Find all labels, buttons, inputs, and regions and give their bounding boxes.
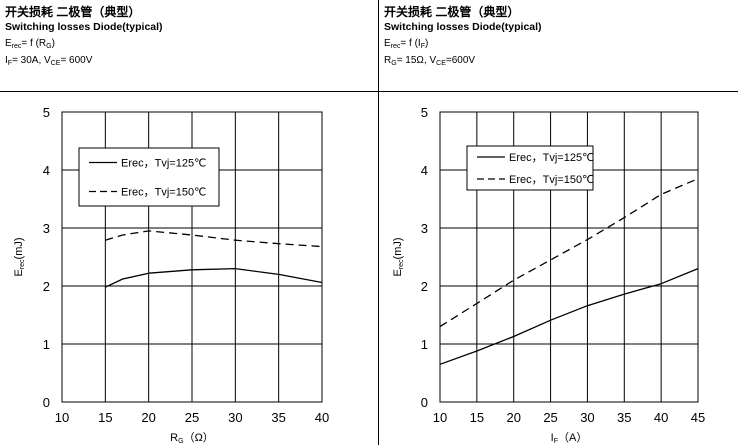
x-tick-label: 30	[580, 410, 594, 425]
y-tick-label: 2	[421, 279, 428, 294]
y-tick-label: 2	[43, 279, 50, 294]
x-tick-label: 45	[691, 410, 705, 425]
legend-label: Erec，Tvj=150℃	[121, 187, 206, 199]
x-axis-label: IF（A）	[551, 431, 588, 445]
legend-label: Erec，Tvj=125℃	[509, 152, 594, 164]
x-tick-label: 10	[433, 410, 447, 425]
y-axis-label: Erec(mJ)	[392, 237, 405, 276]
panel-subtitle: Switching losses Diode(typical)	[384, 21, 542, 33]
x-tick-label: 15	[98, 410, 112, 425]
header-rule	[379, 91, 738, 92]
header-rule	[0, 91, 378, 92]
series-line	[439, 267, 699, 365]
y-tick-label: 5	[43, 105, 50, 120]
plot-frame	[61, 111, 323, 403]
y-tick-label: 3	[421, 221, 428, 236]
x-tick-label: 35	[271, 410, 285, 425]
x-tick-label: 15	[470, 410, 484, 425]
x-tick-label: 20	[506, 410, 520, 425]
y-axis-label: Erec(mJ)	[13, 237, 26, 276]
legend-box	[466, 145, 594, 191]
chart-left: 10 15 20 25 30 35 40 0 1 2 3 4 5 RG（Ω） Erec(mJ) Erec，Tv…	[13, 105, 329, 445]
x-tick-label: 25	[543, 410, 557, 425]
panel-title: 开关损耗 二极管（典型）	[5, 5, 141, 19]
y-tick-label: 0	[43, 395, 50, 410]
x-axis-label: RG（Ω）	[170, 431, 214, 445]
y-tick-label: 5	[421, 105, 428, 120]
formula-line: Erec= f (RG)	[5, 38, 55, 50]
x-tick-label: 40	[654, 410, 668, 425]
legend-label: Erec，Tvj=150℃	[509, 174, 594, 186]
y-tick-label: 1	[421, 337, 428, 352]
y-tick-label: 4	[421, 163, 428, 178]
formula-line: Erec= f (IF)	[384, 38, 429, 50]
panel-divider	[378, 0, 379, 445]
x-tick-label: 20	[141, 410, 155, 425]
chart-panel-right: 开关损耗 二极管（典型） Switching losses Diode(typi…	[379, 0, 738, 445]
x-tick-label: 30	[228, 410, 242, 425]
legend-label: Erec，Tvj=125℃	[121, 158, 206, 170]
conditions-line: RG= 15Ω, VCE=600V	[384, 55, 476, 67]
conditions-line: IF= 30A, VCE= 600V	[5, 55, 93, 67]
y-tick-label: 1	[43, 337, 50, 352]
legend-box	[78, 147, 220, 207]
series-line	[105, 267, 323, 288]
x-tick-label: 40	[315, 410, 329, 425]
y-tick-label: 0	[421, 395, 428, 410]
series-line	[105, 230, 323, 248]
x-tick-label: 25	[185, 410, 199, 425]
x-tick-label: 35	[617, 410, 631, 425]
series-line	[439, 178, 699, 328]
y-tick-label: 3	[43, 221, 50, 236]
chart-panel-left: 开关损耗 二极管（典型） Switching losses Diode(typi…	[0, 5, 378, 445]
chart-right: 10 15 20 25 30 35 40 45012345IF（A）Erec(mJ)Erec，…	[392, 105, 705, 445]
y-tick-label: 4	[43, 163, 50, 178]
panel-subtitle: Switching losses Diode(typical)	[5, 21, 163, 33]
x-tick-label: 10	[55, 410, 69, 425]
plot-frame	[439, 111, 699, 403]
panel-title: 开关损耗 二极管（典型）	[384, 5, 520, 19]
